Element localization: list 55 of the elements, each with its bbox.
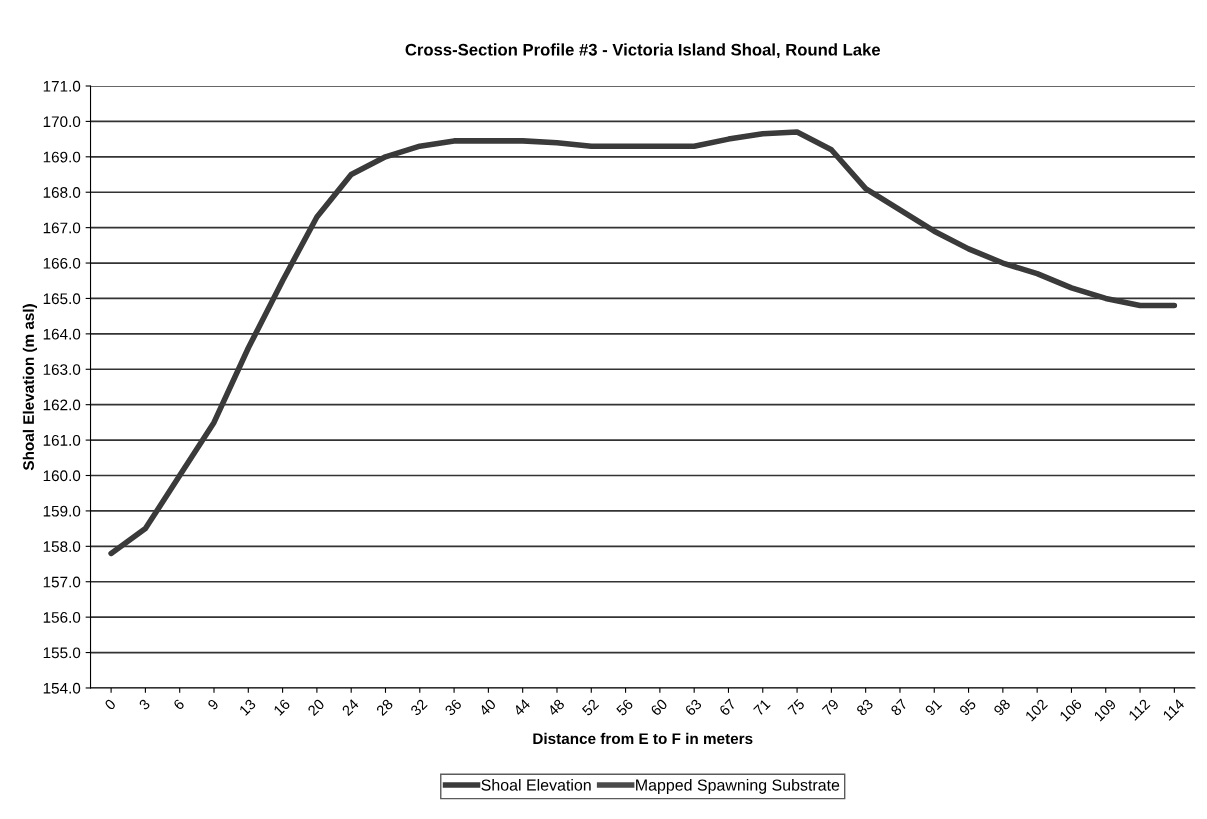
x-tick-label: 60 [650, 698, 668, 717]
x-tick-label: 24 [341, 698, 360, 717]
y-tick-label: 167.0 [43, 222, 81, 234]
x-tick-label: 95 [958, 698, 977, 717]
x-tick-label: 114 [1162, 698, 1185, 721]
x-tick-label: 9 [207, 698, 220, 711]
x-tick-label: 13 [238, 698, 257, 716]
legend-label: Mapped Spawning Substrate [636, 778, 840, 794]
x-tick-label: 3 [138, 698, 151, 711]
chart-title: Cross-Section Profile #3 - Victoria Island Shoal, Round Lake [405, 43, 881, 59]
y-tick-label: 156.0 [43, 612, 81, 623]
y-tick-label: 166.0 [43, 257, 81, 269]
x-tick-label: 106 [1059, 698, 1083, 722]
x-tick-label: 67 [718, 698, 737, 717]
x-tick-label: 98 [993, 698, 1011, 717]
x-tick-label: 28 [375, 698, 394, 717]
y-tick-label: 159.0 [43, 505, 81, 517]
y-tick-label: 155.0 [43, 647, 81, 659]
x-tick-label: 52 [581, 698, 600, 717]
x-axis-title: Distance from E to F in meters [533, 732, 753, 745]
y-tick-label: 168.0 [43, 187, 81, 198]
x-tick-label: 40 [478, 698, 497, 717]
y-tick-label: 154.0 [43, 682, 81, 694]
x-tick-label: 63 [684, 698, 703, 717]
y-tick-label: 160.0 [43, 470, 81, 482]
x-tick-label: 44 [512, 698, 531, 717]
x-tick-label: 102 [1024, 698, 1049, 722]
x-tick-label: 20 [307, 698, 325, 717]
y-tick-label: 163.0 [43, 364, 81, 375]
x-tick-label: 91 [924, 698, 943, 717]
x-tick-label: 87 [890, 698, 908, 717]
x-tick-label: 56 [615, 698, 634, 717]
x-tick-label: 75 [787, 698, 806, 717]
y-tick-label: 170.0 [43, 116, 81, 128]
x-tick-label: 83 [855, 698, 874, 717]
y-tick-label: 171.0 [43, 80, 81, 92]
x-tick-label: 32 [409, 698, 428, 717]
x-tick-label: 79 [821, 698, 840, 717]
y-tick-label: 165.0 [43, 293, 81, 305]
y-tick-label: 164.0 [43, 328, 81, 340]
legend-label: Shoal Elevation [481, 778, 591, 791]
x-tick-label: 6 [172, 698, 185, 711]
x-tick-label: 112 [1128, 698, 1151, 721]
x-tick-label: 109 [1093, 698, 1117, 722]
y-tick-label: 161.0 [43, 434, 81, 446]
x-tick-label: 36 [444, 698, 463, 717]
x-tick-label: 16 [273, 698, 291, 716]
x-tick-label: 0 [104, 698, 117, 711]
x-tick-label: 71 [753, 698, 771, 717]
y-axis-title: Shoal Elevation (m asl) [22, 304, 38, 471]
y-tick-label: 162.0 [43, 399, 81, 411]
y-tick-label: 169.0 [43, 151, 81, 163]
y-tick-label: 158.0 [43, 541, 81, 553]
x-tick-label: 48 [546, 698, 566, 717]
y-tick-label: 157.0 [43, 576, 81, 588]
